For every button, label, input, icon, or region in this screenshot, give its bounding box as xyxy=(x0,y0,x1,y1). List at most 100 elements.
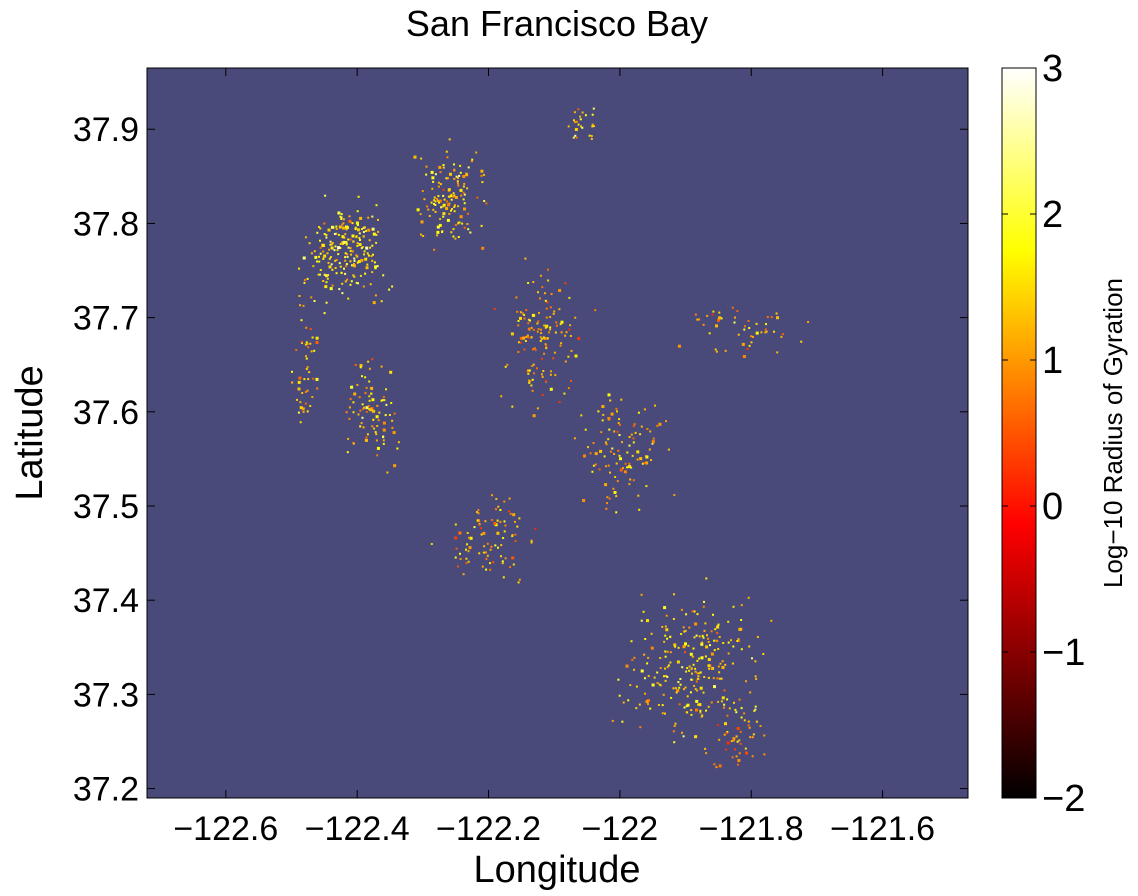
data-point xyxy=(694,622,698,626)
data-point xyxy=(621,441,623,444)
data-point xyxy=(477,509,480,512)
data-point xyxy=(666,675,669,678)
data-point xyxy=(711,652,713,655)
data-point xyxy=(590,137,593,140)
data-point xyxy=(382,396,385,398)
data-point xyxy=(736,640,739,642)
data-point xyxy=(701,634,704,637)
data-point xyxy=(558,401,561,403)
data-point xyxy=(682,645,686,649)
data-point xyxy=(484,520,487,523)
data-point xyxy=(374,294,377,297)
data-point xyxy=(579,115,582,118)
data-point xyxy=(622,467,624,469)
data-point xyxy=(534,349,537,351)
data-point xyxy=(618,694,621,697)
data-point xyxy=(531,313,535,317)
data-point xyxy=(678,703,681,706)
data-point xyxy=(446,156,449,159)
data-point xyxy=(308,371,311,374)
data-point xyxy=(703,629,706,632)
y-axis-ticks: 37.2 37.3 37.4 37.5 37.6 37.7 37.8 37.9 xyxy=(73,111,968,809)
data-point xyxy=(529,319,531,322)
data-point xyxy=(570,379,572,382)
data-point xyxy=(740,604,743,607)
data-point xyxy=(534,527,537,530)
data-point xyxy=(577,123,580,126)
data-point xyxy=(770,619,773,622)
data-point xyxy=(643,653,646,656)
data-point xyxy=(331,268,334,271)
data-point xyxy=(351,222,354,225)
data-point xyxy=(439,218,442,220)
data-point xyxy=(517,320,520,322)
data-point xyxy=(545,316,548,319)
data-point xyxy=(650,632,653,635)
data-point xyxy=(352,240,355,243)
data-point xyxy=(291,381,294,384)
data-point xyxy=(455,547,458,550)
data-point xyxy=(673,593,675,596)
data-point xyxy=(751,736,754,739)
data-point xyxy=(545,347,548,350)
data-point xyxy=(683,630,686,633)
data-point xyxy=(370,392,373,395)
data-point xyxy=(318,226,320,228)
data-point xyxy=(754,660,757,663)
data-point xyxy=(537,291,539,294)
data-point xyxy=(372,418,375,421)
data-point xyxy=(430,543,433,545)
data-point xyxy=(575,136,578,139)
data-point xyxy=(770,316,773,319)
data-point xyxy=(442,194,445,197)
data-point xyxy=(548,331,551,334)
data-point xyxy=(532,414,536,418)
data-point xyxy=(391,285,394,288)
data-point xyxy=(344,272,347,275)
data-point xyxy=(698,318,701,321)
data-point xyxy=(640,669,644,673)
data-point xyxy=(315,336,319,340)
data-point xyxy=(680,608,683,611)
data-point xyxy=(676,689,680,692)
data-point xyxy=(380,300,383,303)
data-point xyxy=(676,660,680,664)
data-point xyxy=(486,554,489,557)
data-point xyxy=(371,227,375,231)
data-point xyxy=(648,448,651,451)
data-point xyxy=(673,643,677,647)
data-point xyxy=(342,222,345,225)
data-point xyxy=(340,218,343,220)
data-point xyxy=(375,439,378,442)
data-point xyxy=(807,321,810,323)
data-point xyxy=(359,425,362,428)
data-point xyxy=(700,715,703,718)
data-point xyxy=(730,740,733,743)
data-point xyxy=(533,372,535,375)
data-point xyxy=(438,165,442,169)
data-point xyxy=(525,309,528,312)
data-point xyxy=(536,407,539,410)
data-point xyxy=(639,457,642,459)
data-point xyxy=(380,365,383,368)
data-point xyxy=(500,555,502,558)
data-point xyxy=(354,363,357,366)
data-point xyxy=(590,135,593,137)
data-point xyxy=(650,459,652,462)
data-point xyxy=(325,234,328,236)
data-point xyxy=(466,532,469,534)
data-point xyxy=(309,328,312,331)
data-point xyxy=(766,316,769,318)
data-point xyxy=(628,436,631,438)
data-point xyxy=(740,619,743,621)
data-point xyxy=(519,341,522,344)
data-point xyxy=(438,223,442,227)
data-point xyxy=(368,399,371,402)
data-point xyxy=(480,174,483,177)
data-point xyxy=(363,406,366,409)
data-point xyxy=(528,327,530,330)
data-point xyxy=(436,230,440,234)
data-point xyxy=(618,454,621,457)
data-point xyxy=(633,656,636,659)
data-point xyxy=(751,755,754,758)
